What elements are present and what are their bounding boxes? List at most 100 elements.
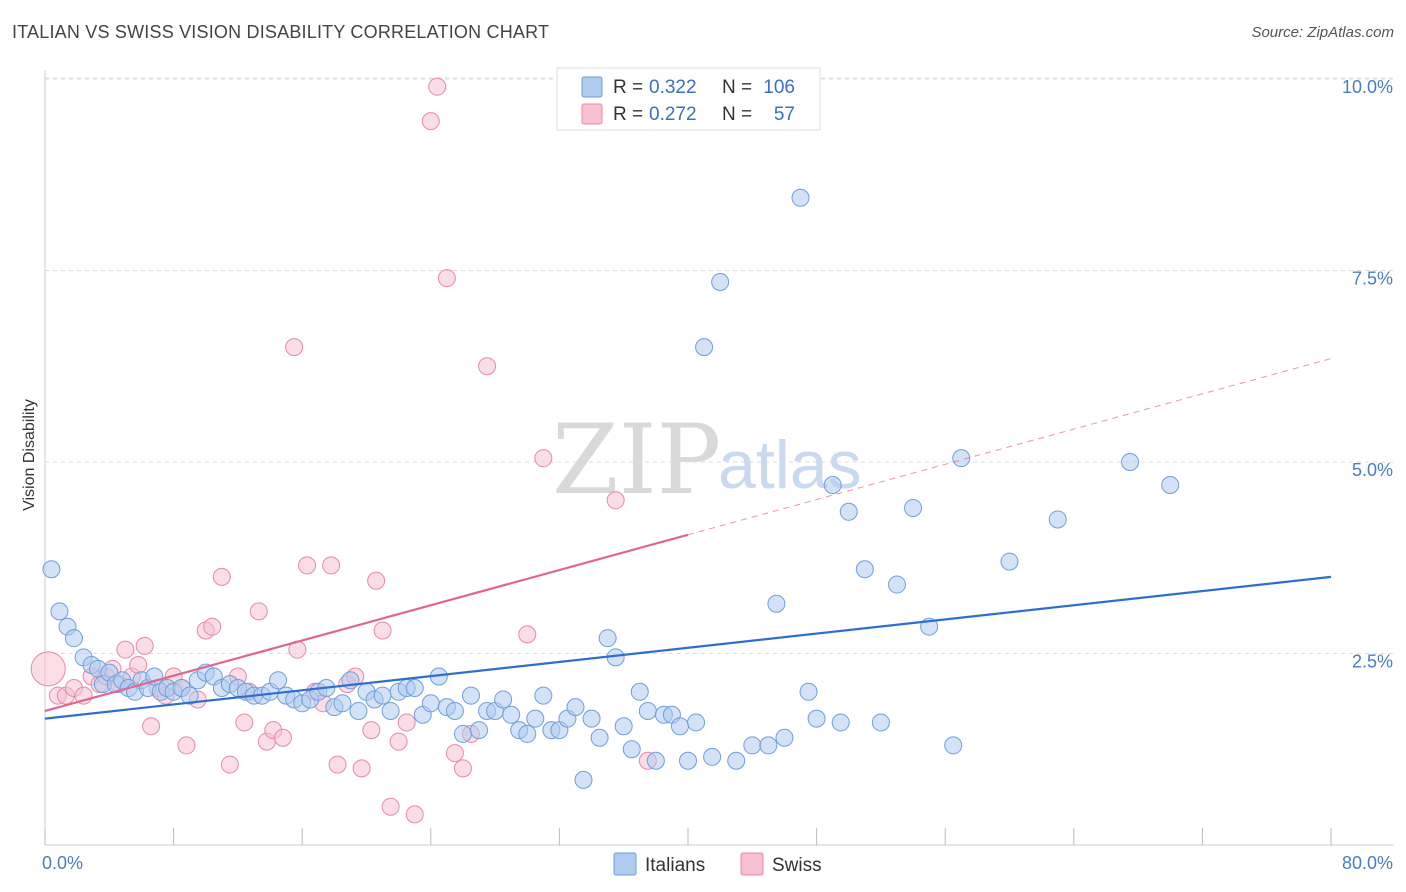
- watermark-atlas: atlas: [718, 427, 862, 503]
- italian-point: [453, 724, 472, 743]
- italian-point: [269, 671, 288, 690]
- swiss-point: [478, 357, 497, 376]
- swiss-point: [249, 602, 268, 621]
- italian-point: [518, 724, 537, 743]
- italians-trend-line: [44, 575, 1332, 720]
- swiss-point: [285, 338, 304, 357]
- legend-italians-r-value: 0.322: [649, 77, 697, 98]
- swiss-point: [534, 449, 553, 468]
- italian-point: [791, 188, 810, 207]
- legend-swiss-n-label: N =: [722, 104, 752, 125]
- italian-point: [646, 751, 665, 770]
- swiss-point: [352, 759, 371, 778]
- swiss-trend-extension: [687, 358, 1332, 536]
- italian-point: [622, 740, 641, 759]
- swiss-point: [397, 713, 416, 732]
- y-tick-label-1: 5.0%: [1352, 460, 1393, 480]
- y-tick-label-2: 7.5%: [1352, 269, 1393, 289]
- italian-point: [534, 686, 553, 705]
- italian-point: [566, 698, 585, 717]
- swiss-point: [135, 636, 154, 655]
- swiss-point: [518, 625, 537, 644]
- italian-point: [405, 678, 424, 697]
- swiss-point: [328, 755, 347, 774]
- swiss-point: [373, 621, 392, 640]
- swiss-point: [445, 744, 464, 763]
- swiss-point: [235, 713, 254, 732]
- y-tick-labels: 2.5% 5.0% 7.5% 10.0%: [1342, 77, 1393, 672]
- grid-lines: [45, 77, 1394, 654]
- italian-point: [421, 694, 440, 713]
- bottom-legend: Italians Swiss: [613, 852, 822, 876]
- italian-point: [1000, 552, 1019, 571]
- swiss-point: [220, 755, 239, 774]
- bottom-legend-italians-label: Italians: [645, 855, 705, 876]
- italian-point: [630, 682, 649, 701]
- x-tick-labels: 0.0% 80.0%: [42, 853, 1393, 873]
- legend-italians-r-label: R =: [613, 77, 643, 98]
- swiss-point: [428, 77, 447, 96]
- swiss-point: [405, 805, 424, 824]
- italian-point: [952, 449, 971, 468]
- italian-point: [590, 728, 609, 747]
- italian-point: [767, 594, 786, 613]
- italian-point: [349, 701, 368, 720]
- legend-swiss-n-value: 57: [774, 104, 795, 125]
- italian-point: [759, 736, 778, 755]
- swiss-point: [177, 736, 196, 755]
- italian-point: [638, 701, 657, 720]
- italian-point: [50, 602, 69, 621]
- y-tick-label-0: 2.5%: [1352, 652, 1393, 672]
- italian-point: [1048, 510, 1067, 529]
- y-tick-label-3: 10.0%: [1342, 77, 1393, 97]
- italian-point: [470, 721, 489, 740]
- italian-point: [598, 629, 617, 648]
- italian-point: [944, 736, 963, 755]
- swiss-point: [381, 797, 400, 816]
- swiss-point: [30, 651, 66, 687]
- legend-italians-n-value: 106: [763, 77, 795, 98]
- italian-point: [775, 728, 794, 747]
- swiss-point: [453, 759, 472, 778]
- swiss-point: [437, 269, 456, 288]
- italian-point: [64, 629, 83, 648]
- italian-point: [1121, 453, 1140, 471]
- italian-point: [743, 736, 762, 755]
- italian-point: [871, 713, 890, 732]
- italian-point: [727, 751, 746, 770]
- legend-swiss-swatch: [581, 103, 603, 125]
- swiss-point: [116, 640, 135, 659]
- italian-point: [1161, 475, 1180, 494]
- italian-point: [679, 751, 697, 770]
- legend-swiss-r-value: 0.272: [649, 104, 697, 125]
- italian-point: [695, 338, 714, 357]
- swiss-point: [389, 732, 408, 751]
- swiss-point: [367, 571, 386, 590]
- source-label: Source: ZipAtlas.com: [1251, 24, 1394, 41]
- swiss-point: [322, 556, 341, 575]
- legend-swiss-r-label: R =: [613, 104, 643, 125]
- italian-point: [799, 682, 818, 701]
- italian-point: [855, 560, 874, 579]
- swiss-point: [273, 728, 292, 747]
- swiss-point: [129, 655, 148, 674]
- italian-point: [180, 686, 199, 705]
- italian-point: [904, 498, 923, 517]
- italian-point: [373, 686, 392, 705]
- italian-point: [687, 713, 706, 732]
- italian-point: [445, 701, 464, 720]
- watermark-zip: ZIP: [552, 404, 721, 516]
- swiss-point: [298, 556, 317, 575]
- italian-point: [807, 709, 826, 728]
- axes: [44, 70, 1394, 846]
- bottom-legend-swiss-swatch: [740, 852, 764, 876]
- top-legend: R = 0.322 N = 106 R = 0.272 N = 57: [556, 67, 821, 131]
- italian-point: [381, 701, 400, 720]
- swiss-point: [421, 112, 440, 131]
- italian-point: [574, 770, 593, 789]
- swiss-point: [606, 491, 625, 510]
- swiss-point: [362, 721, 381, 740]
- italian-points: [42, 188, 1180, 789]
- italian-point: [526, 709, 545, 728]
